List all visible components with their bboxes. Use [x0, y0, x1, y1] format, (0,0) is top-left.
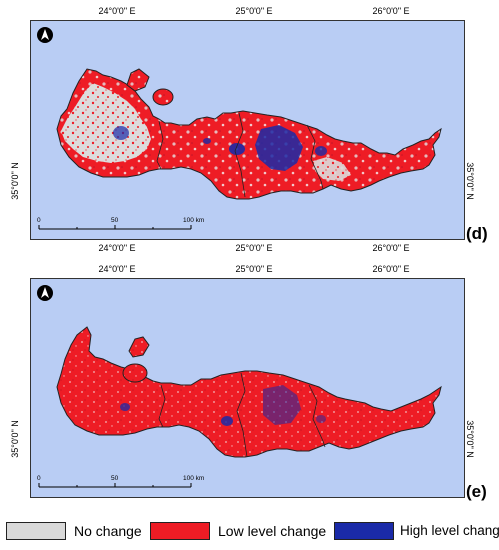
latitude-tick-right: 35°0'0" N [464, 420, 475, 458]
scale-label-50: 50 [111, 475, 119, 482]
longitude-tick-25: 25°0'0" E [235, 6, 273, 16]
scale-bar-e [38, 483, 192, 488]
map-frame-e: 0 50 100 km [30, 278, 465, 498]
legend-label-high-change: High level change [400, 523, 499, 538]
legend-label-low-change: Low level change [218, 523, 327, 539]
crete-map-d [37, 27, 442, 230]
scale-label-100: 100 km [183, 217, 205, 224]
latitude-tick-left: 35°0'0" N [9, 420, 20, 458]
map-panel-d: 24°0'0" E 25°0'0" E 26°0'0" E 35°0'0" N … [0, 0, 499, 258]
legend-swatch-low-change [150, 522, 210, 540]
scale-bar-d [38, 225, 192, 230]
latitude-tick-right: 35°0'0" N [464, 162, 475, 200]
north-arrow-icon [37, 27, 53, 43]
north-arrow-icon [37, 285, 53, 301]
legend-label-no-change: No change [74, 523, 142, 539]
legend-swatch-high-change [334, 522, 394, 540]
scale-label-100: 100 km [183, 475, 205, 482]
longitude-tick-24-bottom: 24°0'0" E [98, 243, 136, 253]
longitude-tick-26: 26°0'0" E [372, 264, 410, 274]
map-frame-d: 0 50 100 km [30, 20, 465, 240]
legend-swatch-no-change [6, 522, 66, 540]
longitude-tick-24: 24°0'0" E [98, 6, 136, 16]
crete-map-e [37, 285, 442, 488]
longitude-tick-26: 26°0'0" E [372, 6, 410, 16]
scale-label-50: 50 [111, 217, 119, 224]
longitude-tick-25-bottom: 25°0'0" E [235, 243, 273, 253]
latitude-tick-left: 35°0'0" N [9, 162, 20, 200]
crete-island-e [56, 326, 442, 458]
no-change-region-west [61, 83, 151, 163]
longitude-tick-25: 25°0'0" E [235, 264, 273, 274]
legend: No change Low level change High level ch… [0, 514, 499, 550]
panel-letter-d: (d) [466, 224, 488, 243]
panel-letter-e: (e) [466, 482, 487, 501]
longitude-tick-24: 24°0'0" E [98, 264, 136, 274]
high-change-cluster [255, 125, 303, 171]
scale-label-0: 0 [37, 475, 41, 482]
map-panel-e: 24°0'0" E 25°0'0" E 26°0'0" E 35°0'0" N … [0, 258, 499, 514]
high-change-cluster [263, 385, 301, 425]
longitude-tick-26-bottom: 26°0'0" E [372, 243, 410, 253]
scale-label-0: 0 [37, 217, 41, 224]
